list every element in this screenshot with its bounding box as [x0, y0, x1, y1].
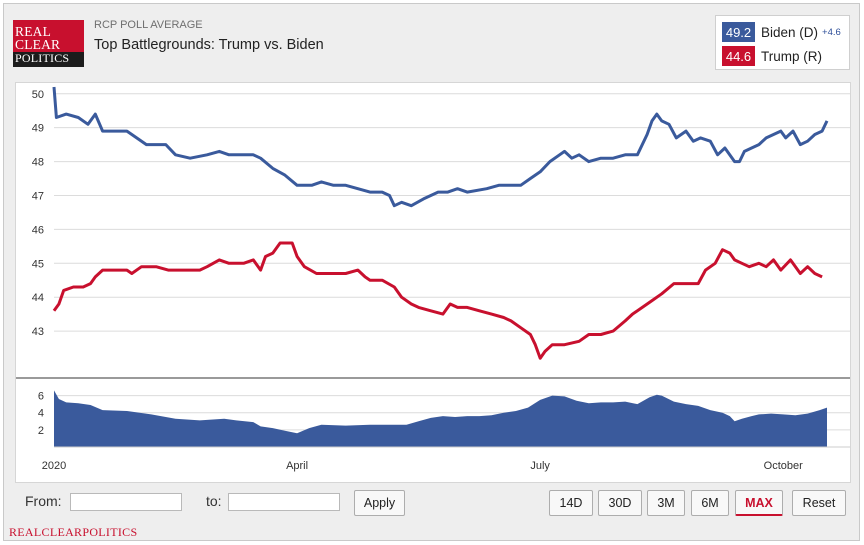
spread-y-ticks: 2 4 6	[38, 391, 44, 437]
main-grid	[54, 93, 850, 332]
main-y-tick-label: 47	[32, 190, 44, 202]
main-y-ticks: 43 44 45 46 47 48 49 50	[32, 89, 44, 338]
main-lines	[52, 86, 829, 360]
footer-brand: REALCLEARPOLITICS	[9, 525, 138, 539]
main-y-tick-label: 43	[32, 326, 44, 338]
apply-button[interactable]: Apply	[354, 490, 405, 516]
x-axis-ticks: 2020 April July October	[42, 460, 803, 472]
chart-title: Top Battlegrounds: Trump vs. Biden	[94, 37, 324, 53]
spread-y-tick-label: 2	[38, 425, 44, 437]
from-date-input[interactable]	[70, 493, 182, 511]
main-y-tick-label: 45	[32, 258, 44, 270]
date-controls: From: to: Apply 14D 30D 3M 6M MAX Reset	[15, 483, 851, 521]
trump-value-badge: 44.6	[722, 46, 755, 66]
main-y-tick-label: 49	[32, 123, 44, 135]
spread-area-fill[interactable]	[54, 390, 827, 447]
logo-dark-band	[13, 52, 84, 67]
range-3m-button[interactable]: 3M	[647, 490, 685, 516]
main-y-tick-label: 48	[32, 157, 44, 169]
range-6m-button[interactable]: 6M	[691, 490, 729, 516]
legend-row-trump: 44.6 Trump (R)	[722, 46, 822, 66]
range-max-button[interactable]: MAX	[735, 490, 783, 516]
to-label: to:	[206, 493, 222, 509]
rcp-logo[interactable]: REAL CLEAR POLITICS	[13, 20, 84, 67]
logo-line-1: REAL	[15, 24, 52, 39]
trump-label: Trump (R)	[761, 48, 822, 64]
spread-area	[54, 390, 827, 447]
spread-y-tick-label: 6	[38, 391, 44, 403]
x-tick-label: July	[530, 460, 550, 472]
biden-value-badge: 49.2	[722, 22, 755, 42]
logo-line-2: CLEAR	[15, 37, 61, 52]
trump-series-line[interactable]	[52, 241, 823, 360]
biden-spread: +4.6	[822, 26, 841, 38]
legend-row-biden: 49.2 Biden (D) +4.6	[722, 22, 841, 42]
x-tick-label: October	[764, 460, 803, 472]
main-y-tick-label: 44	[32, 292, 44, 304]
range-30d-button[interactable]: 30D	[598, 490, 642, 516]
chart-kicker: RCP POLL AVERAGE	[94, 19, 203, 31]
legend-box: 49.2 Biden (D) +4.6 44.6 Trump (R)	[715, 15, 850, 70]
range-14d-button[interactable]: 14D	[549, 490, 593, 516]
biden-series-line[interactable]	[52, 86, 829, 208]
x-tick-label: April	[286, 460, 308, 472]
main-y-tick-label: 50	[32, 89, 44, 101]
main-y-tick-label: 46	[32, 224, 44, 236]
spread-y-tick-label: 4	[38, 408, 44, 420]
from-label: From:	[25, 493, 62, 509]
x-tick-label: 2020	[42, 460, 66, 472]
reset-button[interactable]: Reset	[792, 490, 846, 516]
biden-label: Biden (D)	[761, 24, 819, 40]
to-date-input[interactable]	[228, 493, 340, 511]
logo-line-3: POLITICS	[15, 51, 70, 65]
